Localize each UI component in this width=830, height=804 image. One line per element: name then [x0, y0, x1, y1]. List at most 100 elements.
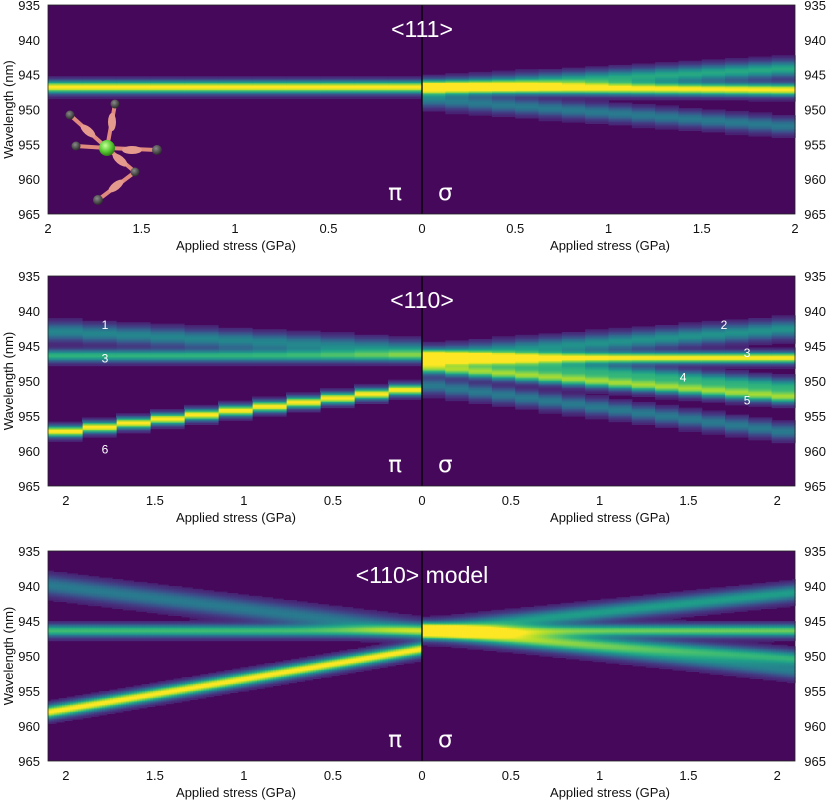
heatmap-cell	[400, 623, 404, 626]
heatmap-cell	[259, 635, 263, 637]
heatmap-cell	[384, 614, 388, 616]
heatmap-cell	[468, 348, 493, 351]
heatmap-cell	[256, 622, 260, 625]
heatmap-cell	[252, 410, 287, 413]
heatmap-cell	[252, 84, 287, 87]
heatmap-cell	[408, 614, 412, 616]
heatmap-cell	[376, 632, 380, 635]
heatmap-cell	[82, 434, 117, 437]
heatmap-cell	[256, 681, 260, 684]
heatmap-cell	[184, 77, 219, 80]
heatmap-cell	[445, 383, 470, 386]
heatmap-cell	[701, 339, 726, 341]
heatmap-cell	[355, 668, 359, 671]
heatmap-cell	[184, 330, 219, 333]
heatmap-cell	[252, 364, 287, 367]
heatmap-cell	[269, 637, 273, 640]
heatmap-cell	[585, 413, 610, 416]
heatmap-cell	[422, 383, 446, 386]
heatmap-cell	[373, 632, 378, 635]
heatmap-cell	[585, 378, 610, 381]
heatmap-cell	[422, 381, 446, 383]
heatmap-cell	[371, 647, 375, 650]
heatmap-cell	[116, 346, 151, 348]
heatmap-cell	[261, 622, 265, 625]
heatmap-cell	[252, 414, 287, 417]
heatmap-cell	[312, 665, 316, 668]
heatmap-cell	[301, 670, 306, 672]
heatmap-cell	[116, 337, 151, 340]
heatmap-cell	[585, 74, 610, 77]
heatmap-cell	[515, 87, 540, 90]
heatmap-cell	[397, 616, 402, 619]
heatmap-cell	[336, 660, 340, 663]
heatmap-cell	[116, 340, 151, 343]
heatmap-cell	[515, 369, 540, 372]
heatmap-cell	[344, 614, 348, 616]
heatmap-cell	[363, 632, 367, 635]
heatmap-cell	[405, 660, 410, 663]
heatmap-cell	[315, 612, 319, 615]
heatmap-cell	[307, 660, 311, 663]
heatmap-cell	[376, 651, 380, 654]
heatmap-cell	[360, 640, 364, 643]
heatmap-cell	[333, 661, 338, 664]
heatmap-cell	[299, 630, 303, 633]
heatmap-cell	[293, 674, 298, 677]
heatmap-cell	[608, 368, 633, 371]
heatmap-cell	[376, 654, 380, 657]
heatmap-cell	[655, 126, 680, 129]
heatmap-cell	[291, 637, 295, 640]
heatmap-cell	[631, 73, 656, 76]
y-tick-label: 945	[18, 68, 40, 83]
heatmap-cell	[416, 623, 420, 626]
heatmap-cell	[333, 657, 338, 660]
heatmap-cell	[395, 642, 399, 644]
heatmap-cell	[655, 108, 680, 111]
heatmap-cell	[354, 83, 389, 86]
heatmap-cell	[392, 657, 396, 660]
heatmap-cell	[280, 675, 284, 678]
heatmap-cell	[267, 639, 271, 642]
heatmap-cell	[360, 614, 364, 616]
heatmap-cell	[344, 635, 348, 637]
heatmap-cell	[344, 636, 348, 639]
heatmap-cell	[299, 625, 303, 628]
heatmap-cell	[397, 619, 402, 622]
heatmap-cell	[252, 94, 287, 97]
heatmap-cell	[376, 622, 380, 625]
heatmap-cell	[468, 98, 493, 101]
y-tick-label: 940	[18, 304, 40, 319]
heatmap-cell	[561, 367, 586, 369]
heatmap-cell	[251, 626, 255, 629]
heatmap-cell	[277, 626, 282, 629]
heatmap-cell	[48, 353, 83, 355]
heatmap-cell	[293, 612, 298, 615]
heatmap-cell	[339, 629, 343, 632]
heatmap-cell	[328, 658, 332, 661]
heatmap-cell	[585, 344, 610, 347]
heatmap-cell	[82, 325, 117, 327]
heatmap-cell	[48, 92, 83, 95]
heatmap-cell	[315, 604, 319, 607]
heatmap-cell	[283, 681, 287, 684]
heatmap-cell	[355, 654, 359, 657]
heatmap-cell	[253, 616, 257, 619]
heatmap-cell	[771, 78, 796, 81]
heatmap-cell	[365, 630, 370, 633]
heatmap-cell	[585, 71, 610, 74]
heatmap-cell	[323, 671, 327, 674]
heatmap-cell	[631, 361, 656, 364]
heatmap-cell	[116, 427, 151, 430]
heatmap-cell	[608, 334, 633, 337]
heatmap-cell	[296, 615, 300, 618]
heatmap-cell	[384, 643, 388, 646]
heatmap-cell	[561, 386, 586, 389]
heatmap-cell	[538, 355, 563, 358]
heatmap-cell	[748, 381, 773, 383]
heatmap-cell	[411, 649, 415, 651]
heatmap-cell	[771, 122, 796, 125]
heatmap-cell	[468, 374, 493, 376]
heatmap-cell	[315, 637, 319, 640]
heatmap-cell	[678, 78, 703, 81]
